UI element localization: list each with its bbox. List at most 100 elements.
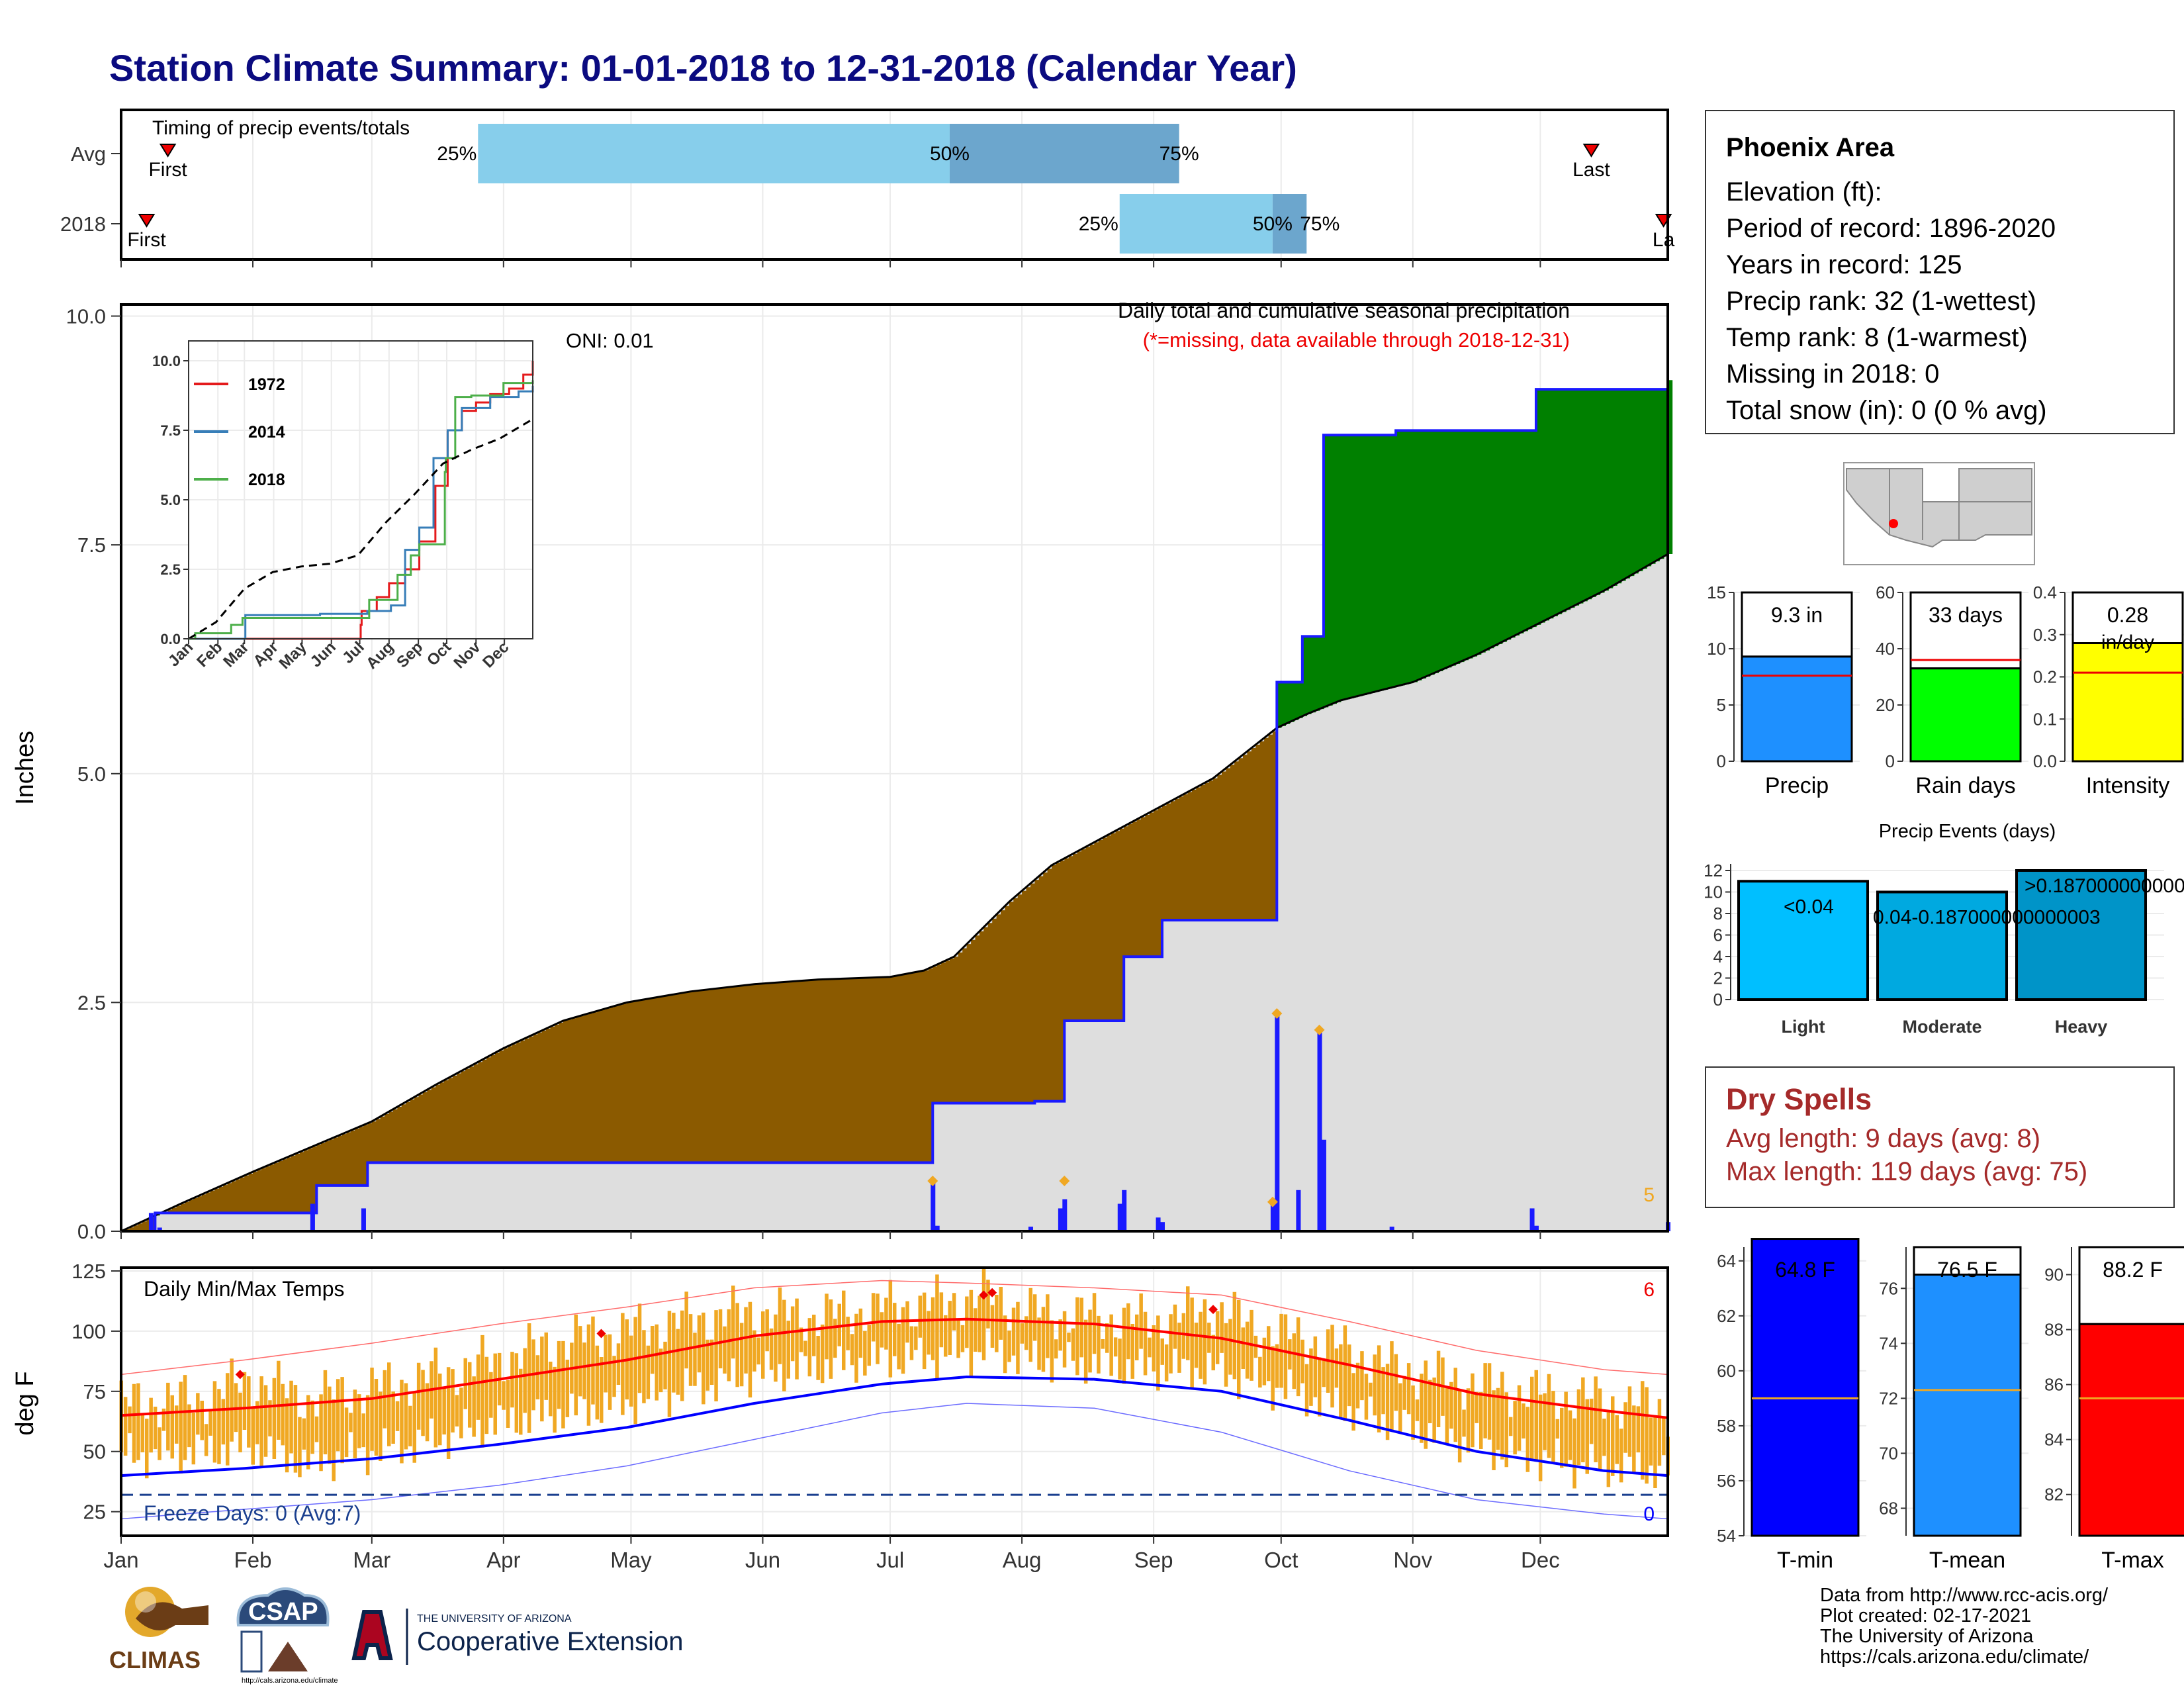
timing-q75-label: 75% (1300, 213, 1340, 235)
precip-rank-text: Precip rank: 32 (1-wettest) (1726, 287, 2037, 316)
record-temp-marker (1208, 1305, 1218, 1315)
mini-bar-y-tick-label: 0.0 (2033, 751, 2057, 771)
credits-line-1: Data from http://www.rcc-acis.org/ (1820, 1585, 2109, 1606)
precip-frame (120, 303, 1669, 1233)
ua-logo: THE UNIVERSITY OF ARIZONA Cooperative Ex… (351, 1609, 683, 1665)
mini-bar-y-tick-label: 84 (2044, 1430, 2064, 1450)
precip-chart-subtitle: (*=missing, data available through 2018-… (1143, 328, 1570, 352)
temp-y-axis-label: deg F (11, 1371, 39, 1435)
events-x-label: Heavy (2055, 1017, 2108, 1037)
precip-y-tick-label: 10.0 (66, 305, 106, 328)
mini-bar-y-tick-label: 86 (2044, 1375, 2064, 1395)
precip-deficit-area (125, 731, 1278, 1231)
timing-q25-label: 25% (1079, 213, 1118, 235)
events-x-label: Moderate (1902, 1017, 1981, 1037)
daily-precip-bar (157, 1227, 162, 1231)
timing-bar-q50-q75 (1272, 194, 1307, 254)
dry-spells-box: Dry Spells Avg length: 9 days (avg: 8) M… (1705, 1066, 2175, 1208)
mini-bar-y-tick-label: 56 (1717, 1471, 1736, 1491)
mini-bar-y-tick-label: 64 (1717, 1251, 1736, 1271)
mini-bar-y-tick-label: 54 (1717, 1526, 1736, 1546)
daily-precip-bar (1160, 1222, 1165, 1231)
timing-q50-label: 50% (930, 143, 970, 165)
events-bar-label: 0.04-0.187000000000003 (1873, 906, 2101, 928)
obs-cumulative-line (121, 380, 1669, 1233)
precip-timing-chart: Timing of precip events/totals Avg 25% 50% 7… (60, 109, 1675, 267)
locator-map (1843, 462, 2035, 565)
elevation-text: Elevation (ft): (1726, 177, 1882, 207)
mini-bar-y-tick-label: 68 (1879, 1498, 1898, 1518)
record-temp-marker (979, 1290, 989, 1300)
events-y-tick-label: 4 (1713, 947, 1723, 966)
record-temp-marker (987, 1288, 997, 1297)
temp-x-tick-label: Mar (353, 1548, 390, 1572)
mini-bar-value-label-2: in/day (2101, 632, 2154, 653)
mini-bar-value (1751, 1238, 1860, 1537)
temp-x-tick-label: Oct (1264, 1548, 1298, 1572)
missing-text: Missing in 2018: 0 (1726, 359, 1940, 389)
precip-events-chart: Precip Events (days) 0 2 4 6 8 10 12 Light Modera… (1704, 821, 2184, 1037)
temp-y-tick-label: 75 (83, 1380, 106, 1403)
mini-bar-y-tick-label: 0.4 (2033, 583, 2057, 602)
events-bar-label: <0.04 (1784, 896, 1834, 917)
temp-frame (120, 1266, 1669, 1537)
precip-y-axis-label: Inches (11, 731, 39, 805)
inset-y-tick-label: 10.0 (152, 353, 181, 369)
cumulative-precip-chart: Daily total and cumulative seasonal prec… (11, 299, 1673, 1243)
timing-bar-q25-q50 (478, 124, 950, 183)
daily-precip-bar (934, 1225, 940, 1231)
temp-summary-bars: 54 56 58 60 62 64 64.8 F T-min 68 70 72 74 76 76.5 F T… (1717, 1238, 2184, 1573)
daily-precip-bar (1529, 1208, 1535, 1231)
oni-label: ONI: 0.01 (566, 329, 654, 352)
timing-bar-q50-q75 (949, 124, 1179, 183)
ua-big-text: Cooperative Extension (417, 1627, 683, 1656)
mini-bar-value-label: 9.3 in (1771, 603, 1823, 627)
temp-x-tick-label: Jan (103, 1548, 138, 1572)
mini-bar-y-tick-label: 72 (1879, 1388, 1898, 1408)
dry-spells-max: Max length: 119 days (avg: 75) (1726, 1157, 2088, 1186)
inset-legend-label: 2018 (248, 471, 285, 489)
events-y-tick-label: 8 (1713, 904, 1723, 923)
first-marker (159, 144, 177, 158)
timing-frame (120, 109, 1669, 261)
timing-title: Timing of precip events/totals (152, 117, 410, 139)
temp-y-tick-label: 50 (83, 1440, 106, 1464)
station-info-box: Phoenix Area Elevation (ft): Period of r… (1705, 110, 2175, 434)
inset-y-tick-label: 0.0 (160, 631, 181, 647)
events-y-tick-label: 0 (1713, 990, 1723, 1009)
period-text: Period of record: 1896-2020 (1726, 214, 2056, 243)
temp-y-tick-label: 125 (71, 1260, 106, 1283)
precip-surplus-area (155, 380, 1673, 1216)
avg-max-line (120, 1317, 1668, 1419)
daily-precip-bar (1156, 1217, 1161, 1231)
record-max-line (120, 1280, 1668, 1376)
mini-bar-y-tick-label: 70 (1879, 1443, 1898, 1463)
inset-y-tick-label: 2.5 (160, 561, 181, 578)
inset-legend-label: 2014 (248, 423, 285, 442)
temp-rank-text: Temp rank: 8 (1-warmest) (1726, 323, 2028, 352)
daily-precip-bar (1317, 1029, 1322, 1231)
csap-logo: CSAP http://cals.arizona.edu/climate (236, 1587, 338, 1685)
mini-bar-value-label: 0.28 (2107, 603, 2148, 627)
events-title: Precip Events (days) (1879, 821, 2056, 842)
events-y-tick-label: 10 (1704, 882, 1723, 902)
temp-chart-title: Daily Min/Max Temps (144, 1277, 344, 1301)
precip-y-tick-label: 7.5 (77, 534, 106, 557)
daily-precip-bar (1117, 1203, 1122, 1231)
inset-y-tick-label: 5.0 (160, 492, 181, 508)
mini-bar-label-box (2071, 591, 2184, 644)
station-location-dot (1889, 519, 1898, 528)
mini-bar-y-tick-label: 90 (2044, 1265, 2064, 1285)
daily-precip-marker (927, 1175, 938, 1186)
avg-min-line (120, 1375, 1668, 1477)
events-y-tick-label: 12 (1704, 861, 1723, 880)
daily-precip-bar (1062, 1199, 1068, 1231)
temp-x-tick-label: Jul (876, 1548, 904, 1572)
mini-bar-value (2071, 642, 2184, 763)
credits: Data from http://www.rcc-acis.org/ Plot … (1820, 1585, 2108, 1667)
csap-url-text: http://cals.arizona.edu/climate (242, 1677, 338, 1685)
record-temp-marker (235, 1370, 245, 1380)
temp-x-tick-label: Jun (745, 1548, 780, 1572)
mini-bar-y-tick-label: 76 (1879, 1278, 1898, 1298)
climas-logo-text: CLIMAS (109, 1646, 201, 1673)
